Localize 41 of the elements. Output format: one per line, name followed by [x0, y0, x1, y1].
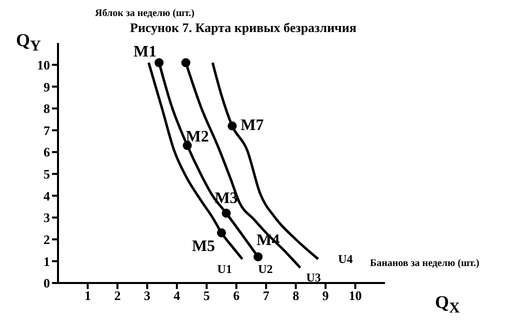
- annotation: M7: [240, 116, 264, 134]
- text: Q$_{X}$: [435, 292, 460, 318]
- point: [216, 228, 226, 238]
- annotation: M2: [186, 128, 209, 146]
- point: [228, 121, 237, 130]
- y-tick-label: 4: [44, 188, 50, 204]
- x-tick-label: 1: [84, 288, 91, 304]
- y-tick-label: 5: [44, 166, 50, 182]
- y-tick-label: 7: [44, 122, 50, 138]
- x-tick-label: 10: [348, 288, 362, 304]
- series-label: U2: [258, 262, 273, 276]
- x-tick-label: 4: [174, 288, 181, 304]
- y-axis-title: Яблок за неделю (шт.): [95, 8, 194, 19]
- x-axis-title: Бананов за неделю (шт.): [370, 258, 480, 269]
- x-tick-label: 7: [262, 288, 270, 304]
- annotation: M5: [192, 238, 216, 255]
- y-tick-label: 8: [44, 101, 50, 116]
- point: [222, 208, 231, 218]
- chart-title: Рисунок 7. Карта кривых безразличия: [130, 20, 356, 36]
- annotation: M1: [134, 44, 157, 61]
- y-tick-label: 10: [37, 57, 50, 72]
- x-tick-label: 3: [144, 288, 151, 304]
- x-tick-label: 8: [292, 288, 300, 304]
- y-tick-label: 3: [44, 210, 50, 226]
- point: [254, 252, 263, 262]
- series-label: U1: [217, 262, 232, 276]
- point: [181, 58, 190, 68]
- series-label: U3: [306, 270, 321, 285]
- y-tick-label: 9: [44, 79, 50, 94]
- series-label: U4: [338, 252, 353, 266]
- text: Q$_{Y}$: [16, 30, 41, 56]
- y-tick-label: 2: [44, 232, 50, 247]
- x-tick-label: 6: [233, 288, 240, 304]
- x-tick-label: 9: [322, 288, 330, 304]
- y-tick-label: 0: [44, 276, 50, 291]
- y-tick-label: 1: [44, 254, 50, 269]
- point: [154, 58, 164, 68]
- point: [182, 141, 192, 150]
- x-tick-label: 2: [114, 288, 121, 304]
- x-tick-label: 5: [203, 288, 210, 304]
- y-tick-label: 6: [44, 144, 50, 160]
